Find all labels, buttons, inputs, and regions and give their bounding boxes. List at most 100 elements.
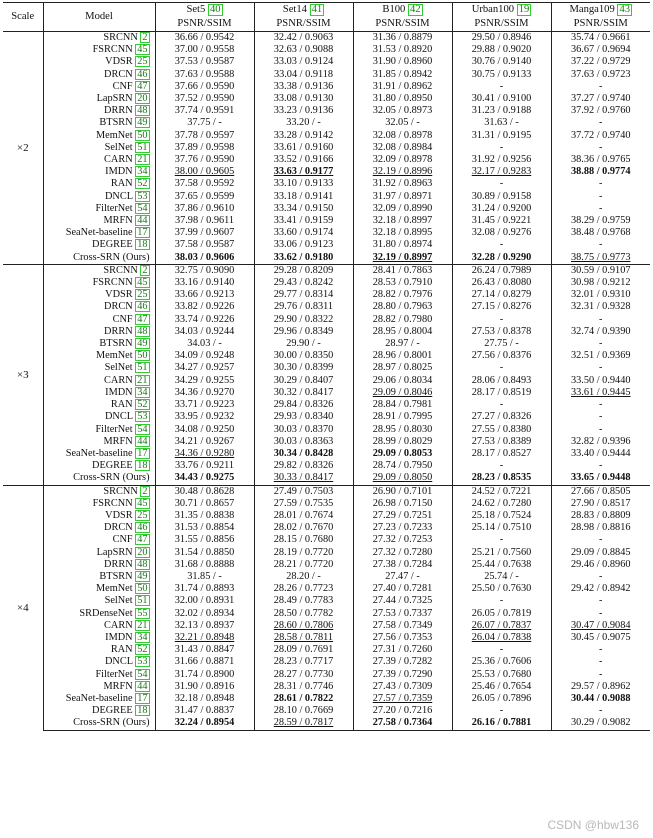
citation-link[interactable]: 21: [135, 619, 150, 631]
psnr-ssim-value: 29.42 / 0.8942: [571, 583, 631, 595]
model-name: VDSR: [105, 509, 133, 521]
psnr-ssim-value: 27.27 / 0.8326: [471, 411, 532, 423]
citation-link[interactable]: 54: [135, 202, 150, 214]
citation-link[interactable]: 48: [135, 325, 150, 337]
model-name: DRRN: [104, 558, 133, 570]
metric-cell: -: [551, 338, 650, 350]
metric-cell: -: [452, 239, 552, 252]
citation-link[interactable]: 17: [135, 447, 150, 459]
citation-link[interactable]: 50: [135, 350, 150, 362]
psnr-ssim-value: 28.10 / 0.7669: [273, 705, 334, 717]
citation-link[interactable]: 52: [135, 399, 150, 411]
citation-link[interactable]: 51: [135, 362, 150, 374]
citation-link[interactable]: 46: [135, 522, 150, 534]
table-row: SeaNet-baseline 17 32.18 / 0.8948 28.61 / …: [3, 692, 650, 706]
citation-link[interactable]: 21: [135, 374, 150, 386]
citation-link[interactable]: 41: [309, 4, 325, 16]
metric-cell: 27.47 / -: [353, 570, 453, 584]
metric-cell: 37.58 / 0.9587: [155, 239, 255, 252]
citation-link[interactable]: 49: [135, 117, 150, 129]
psnr-ssim-value: 38.36 / 0.9765: [571, 154, 631, 166]
citation-link[interactable]: 45: [135, 497, 150, 509]
citation-link[interactable]: 18: [135, 705, 150, 717]
citation-link[interactable]: 51: [135, 141, 150, 153]
psnr-ssim-value: 32.18 / 0.8995: [372, 227, 433, 239]
citation-link[interactable]: 49: [135, 570, 150, 582]
citation-link[interactable]: 2: [140, 485, 150, 497]
metric-cell: 29.09 / 0.8050: [353, 472, 453, 486]
model-name: SeaNet-baseline: [65, 447, 133, 459]
citation-link[interactable]: 19: [516, 4, 532, 16]
citation-link[interactable]: 45: [135, 44, 150, 56]
citation-link[interactable]: 44: [135, 435, 150, 447]
citation-link[interactable]: 48: [135, 558, 150, 570]
citation-link[interactable]: 2: [140, 32, 150, 43]
citation-link[interactable]: 20: [135, 546, 150, 558]
psnr-ssim-value: 27.43 / 0.7309: [372, 680, 433, 692]
metric-cell: -: [551, 399, 650, 411]
citation-link[interactable]: 25: [135, 56, 150, 68]
citation-link[interactable]: 50: [135, 129, 150, 141]
citation-link[interactable]: 49: [135, 338, 150, 350]
metric-cell: 33.18 / 0.9141: [254, 190, 354, 203]
psnr-ssim-value: 28.27 / 0.7730: [273, 668, 334, 680]
metric-cell: 28.58 / 0.7811: [254, 631, 354, 645]
citation-link[interactable]: 44: [135, 680, 150, 692]
citation-link[interactable]: 25: [135, 509, 150, 521]
psnr-ssim-value: 28.06 / 0.8493: [471, 374, 532, 386]
citation-link[interactable]: 55: [135, 607, 150, 619]
metric-cell: 27.58 / 0.7349: [353, 619, 453, 632]
citation-link[interactable]: 51: [135, 595, 150, 607]
metric-cell: 32.82 / 0.9396: [551, 436, 650, 448]
citation-link[interactable]: 47: [135, 80, 150, 92]
psnr-ssim-value: -: [599, 705, 603, 717]
citation-link[interactable]: 47: [135, 534, 150, 546]
citation-link[interactable]: 34: [135, 386, 150, 398]
citation-link[interactable]: 46: [135, 301, 150, 313]
citation-link[interactable]: 54: [135, 423, 150, 435]
citation-link[interactable]: 2: [140, 264, 150, 276]
psnr-ssim-value: 27.14 / 0.8279: [471, 289, 532, 301]
citation-link[interactable]: 25: [135, 289, 150, 301]
psnr-ssim-value: -: [599, 460, 603, 472]
psnr-ssim-value: 33.52 / 0.9166: [273, 154, 334, 166]
dataset-header-urban100: Urban100 19: [452, 2, 552, 17]
citation-link[interactable]: 43: [617, 4, 633, 16]
citation-link[interactable]: 50: [135, 583, 150, 595]
model-name: MRFN: [103, 680, 133, 692]
citation-link[interactable]: 42: [408, 4, 423, 16]
psnr-ssim-value: 32.08 / 0.9276: [471, 227, 532, 239]
psnr-ssim-value: 33.74 / 0.9226: [174, 313, 235, 325]
model-cell: VDSR 25: [43, 56, 156, 69]
psnr-ssim-value: 31.92 / 0.8963: [372, 178, 433, 190]
citation-link[interactable]: 52: [135, 178, 150, 190]
metric-cell: -: [551, 608, 650, 620]
metric-cell: -: [452, 313, 552, 326]
citation-link[interactable]: 20: [135, 93, 150, 105]
citation-link[interactable]: 48: [135, 105, 150, 117]
psnr-ssim-value: 36.67 / 0.9694: [571, 44, 631, 56]
citation-link[interactable]: 47: [135, 313, 150, 325]
citation-link[interactable]: 46: [135, 68, 150, 80]
metric-cell: 29.88 / 0.9020: [452, 44, 552, 57]
metric-cell: 29.09 / 0.8845: [551, 547, 650, 559]
citation-link[interactable]: 34: [135, 166, 150, 178]
citation-link[interactable]: 40: [207, 4, 223, 16]
citation-link[interactable]: 54: [135, 668, 150, 680]
citation-link[interactable]: 44: [135, 215, 150, 227]
citation-link[interactable]: 45: [135, 277, 150, 289]
citation-link[interactable]: 53: [135, 411, 150, 423]
citation-link[interactable]: 17: [135, 692, 150, 704]
citation-link[interactable]: 21: [135, 154, 150, 166]
citation-link[interactable]: 52: [135, 644, 150, 656]
citation-link[interactable]: 18: [135, 460, 150, 472]
citation-link[interactable]: 34: [135, 631, 150, 643]
citation-link[interactable]: 17: [135, 227, 150, 239]
citation-link[interactable]: 53: [135, 656, 150, 668]
citation-link[interactable]: 53: [135, 190, 150, 202]
results-table: Scale Model Set5 40 Set14 41 B100 42 Urb…: [3, 2, 650, 731]
citation-link[interactable]: 18: [135, 239, 150, 251]
psnr-ssim-value: -: [599, 202, 603, 214]
psnr-ssim-value: 37.53 / 0.9587: [174, 56, 235, 68]
model-cell: CNF 47: [43, 534, 156, 547]
